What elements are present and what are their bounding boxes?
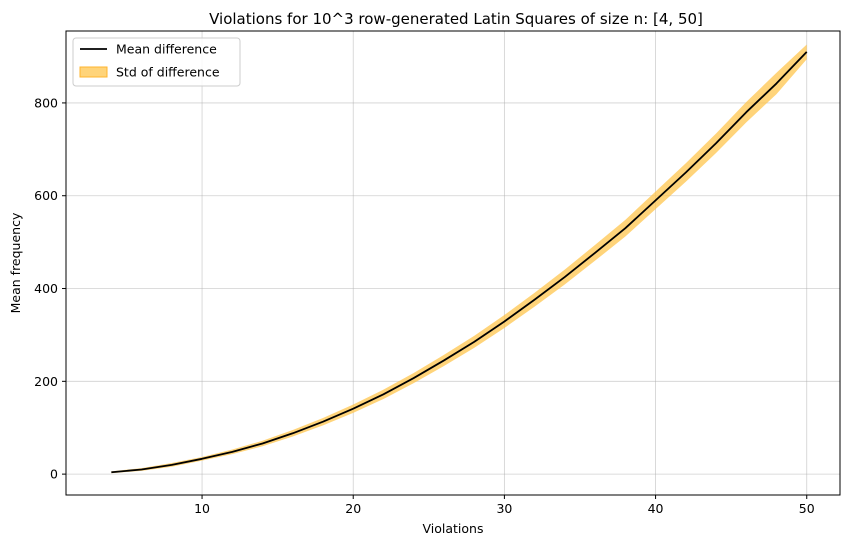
legend-label-std: Std of difference — [116, 65, 220, 80]
std-band-layer — [111, 44, 807, 474]
y-axis: 0 200 400 600 800 — [34, 95, 66, 482]
mean-difference-line — [111, 51, 808, 474]
mean-line-layer — [111, 51, 808, 474]
x-axis: 10 20 30 40 50 — [194, 495, 815, 516]
x-tick-label: 50 — [799, 501, 815, 516]
y-tick-label: 200 — [34, 374, 58, 389]
legend: Mean difference Std of difference — [72, 37, 241, 87]
plot-frame — [65, 30, 841, 496]
y-tick-label: 400 — [34, 281, 58, 296]
legend-label-mean: Mean difference — [116, 42, 217, 57]
x-tick-label: 20 — [345, 501, 361, 516]
std-band — [111, 44, 807, 474]
x-axis-title: Violations — [423, 521, 484, 536]
x-tick-label: 30 — [496, 501, 512, 516]
x-tick-label: 40 — [648, 501, 664, 516]
legend-box — [72, 37, 241, 87]
y-tick-label: 600 — [34, 188, 58, 203]
y-tick-label: 0 — [50, 467, 58, 482]
grid — [66, 31, 840, 495]
y-tick-label: 800 — [34, 95, 58, 110]
x-tick-label: 10 — [194, 501, 210, 516]
chart-title: Violations for 10^3 row-generated Latin … — [209, 10, 703, 28]
y-axis-title: Mean frequency — [8, 212, 23, 313]
legend-band-swatch — [79, 66, 108, 78]
